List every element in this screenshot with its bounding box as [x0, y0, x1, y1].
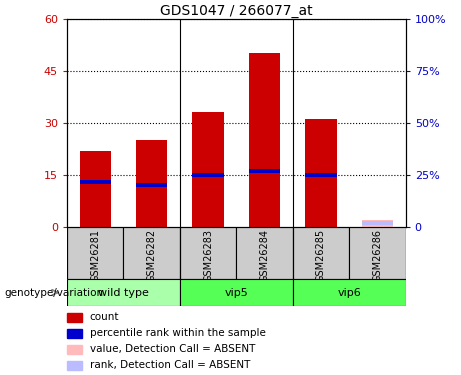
Bar [293, 227, 349, 279]
Bar [67, 227, 123, 279]
Bar [349, 227, 406, 279]
Text: GSM26285: GSM26285 [316, 229, 326, 282]
Title: GDS1047 / 266077_at: GDS1047 / 266077_at [160, 4, 313, 18]
Text: GSM26281: GSM26281 [90, 229, 100, 282]
Text: vip5: vip5 [225, 288, 248, 297]
Text: GSM26283: GSM26283 [203, 229, 213, 282]
Bar [249, 54, 280, 227]
Bar [249, 169, 280, 174]
Bar [193, 173, 224, 177]
Bar [293, 279, 406, 306]
Text: genotype/variation: genotype/variation [5, 288, 104, 297]
Text: percentile rank within the sample: percentile rank within the sample [89, 328, 266, 338]
Bar [306, 173, 337, 177]
Bar [306, 119, 337, 227]
Bar [67, 329, 82, 338]
Text: rank, Detection Call = ABSENT: rank, Detection Call = ABSENT [89, 360, 250, 370]
Text: GSM26286: GSM26286 [372, 229, 383, 282]
Bar [67, 279, 180, 306]
Text: GSM26282: GSM26282 [147, 229, 157, 282]
Bar [362, 221, 393, 225]
Bar [67, 345, 82, 354]
Bar [193, 112, 224, 227]
Bar [180, 227, 236, 279]
Bar [136, 140, 167, 227]
Text: GSM26284: GSM26284 [260, 229, 270, 282]
Bar [236, 227, 293, 279]
Bar [67, 361, 82, 370]
Bar [123, 227, 180, 279]
Bar [180, 279, 293, 306]
Text: count: count [89, 312, 119, 322]
Text: vip6: vip6 [337, 288, 361, 297]
Text: wild type: wild type [98, 288, 149, 297]
Bar [136, 183, 167, 188]
Bar [80, 150, 111, 227]
Bar [67, 313, 82, 322]
Bar [80, 180, 111, 184]
Bar [362, 220, 393, 227]
Text: value, Detection Call = ABSENT: value, Detection Call = ABSENT [89, 344, 255, 354]
